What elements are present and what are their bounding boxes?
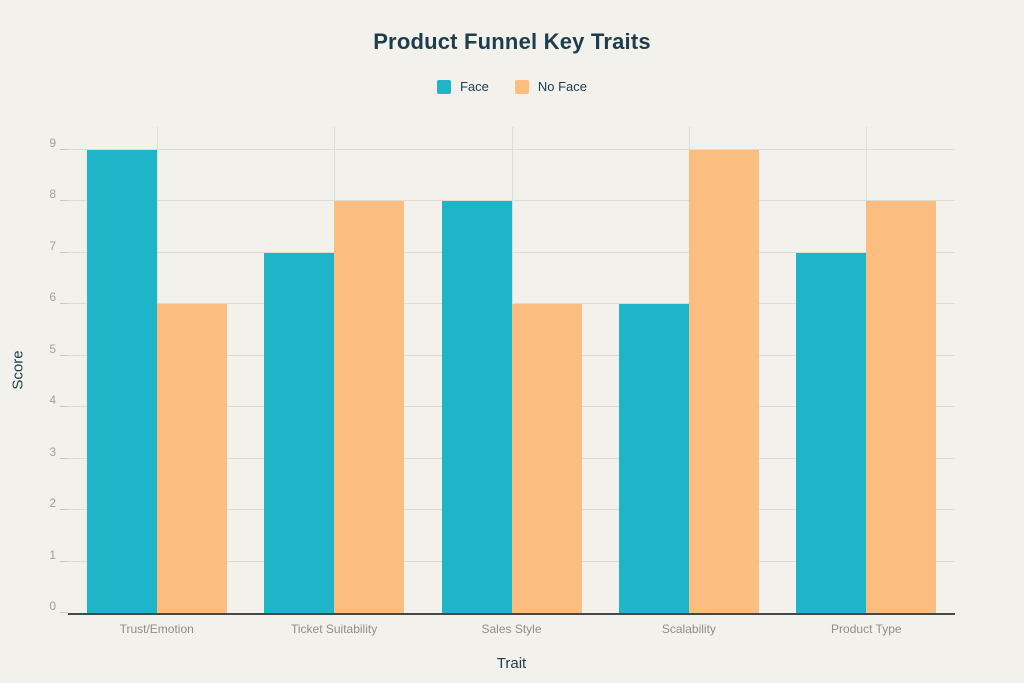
bar-face-sales-style (441, 201, 512, 613)
plot-area: 0 1 2 3 4 5 6 7 8 9 Trust/Emotion Ticket Suitabilit… (49, 127, 955, 636)
y-tick-label: 8 (49, 187, 56, 202)
y-tick-mark (60, 457, 68, 459)
legend-swatch-face (436, 79, 451, 94)
chart-title: Product Funnel Key Traits (373, 29, 651, 54)
y-tick-label: 2 (49, 496, 56, 511)
y-tick-label: 9 (49, 136, 56, 151)
bar-no-face-ticket-suitability (334, 201, 405, 613)
bar-no-face-product-type (866, 201, 937, 613)
y-tick-mark (60, 200, 68, 202)
y-tick-label: 0 (49, 599, 56, 613)
legend-label: Face (459, 79, 489, 94)
x-axis-title: Trait (496, 655, 527, 672)
y-tick-label: 1 (49, 547, 56, 562)
bar-no-face-scalability (688, 150, 759, 613)
y-tick-mark (60, 149, 68, 151)
x-tick-label-trust-emotion: Trust/Emotion (119, 622, 194, 636)
y-tick-mark (60, 354, 68, 356)
x-tick-label-sales-style: Sales Style (481, 622, 542, 636)
y-tick-label: 5 (49, 341, 56, 356)
legend: Face No Face (0, 79, 1024, 94)
bar-face-ticket-suitability (264, 252, 335, 613)
y-tick-mark (60, 509, 68, 511)
x-tick-label-ticket-suitability: Ticket Suitability (290, 622, 378, 636)
bar-no-face-sales-style (511, 304, 582, 613)
y-tick-label: 6 (49, 290, 56, 305)
y-tick-mark (60, 303, 68, 305)
x-tick-label-product-type: Product Type (831, 622, 902, 636)
y-tick-mark (60, 406, 68, 408)
y-tick-label: 3 (49, 444, 56, 459)
x-tick-label-scalability: Scalability (661, 622, 716, 636)
y-tick-mark (60, 560, 68, 562)
legend-item-no-face[interactable]: No Face (514, 79, 588, 94)
y-tick-label: 4 (49, 393, 56, 408)
bar-face-product-type (796, 252, 867, 613)
legend-item-face[interactable]: Face (436, 79, 489, 94)
y-tick-label: 7 (49, 238, 56, 253)
bar-face-trust-emotion (86, 150, 157, 613)
y-tick-mark (60, 251, 68, 253)
bar-face-scalability (618, 304, 689, 613)
y-tick-mark (60, 612, 68, 613)
y-axis-title: Score (9, 350, 27, 390)
bar-no-face-trust-emotion (156, 304, 227, 613)
legend-label: No Face (537, 79, 588, 94)
legend-swatch-no-face (514, 79, 529, 94)
